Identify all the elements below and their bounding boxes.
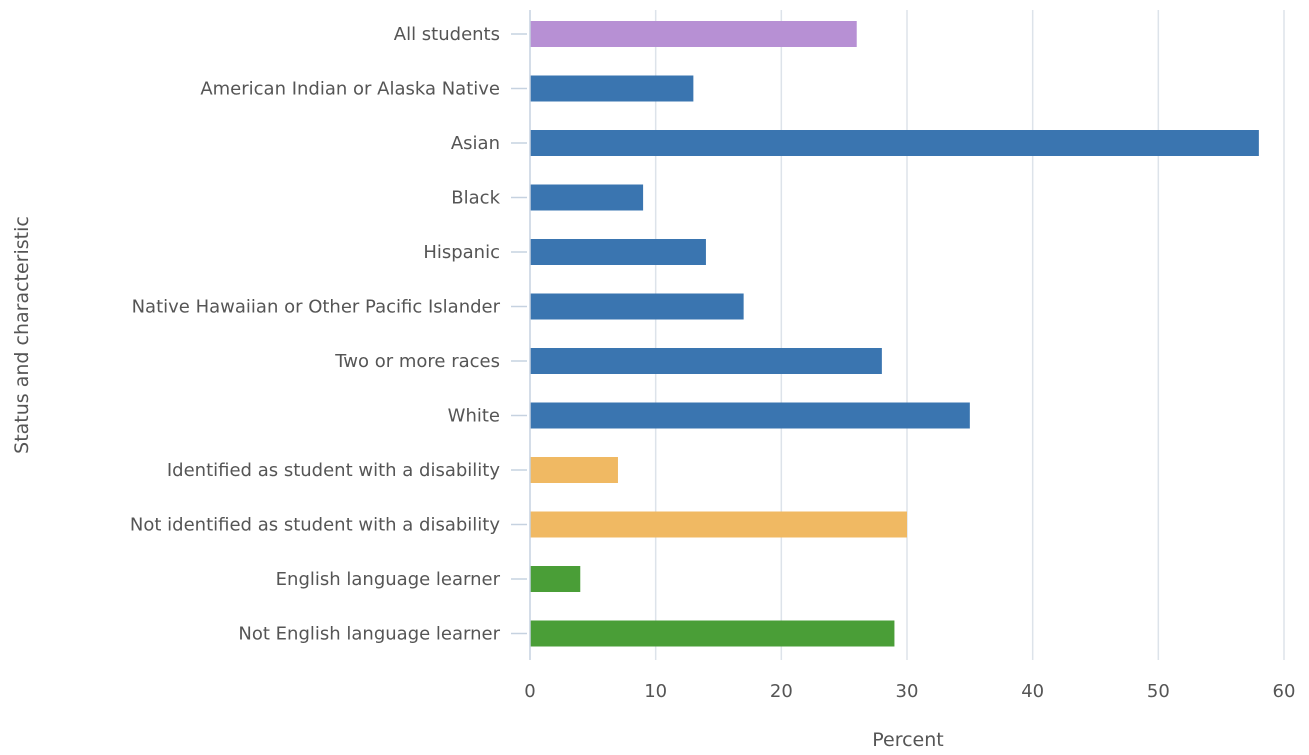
x-tick-label: 10 xyxy=(644,681,667,702)
x-tick-label: 50 xyxy=(1147,681,1170,702)
x-tick-label: 40 xyxy=(1021,681,1044,702)
x-tick-label: 60 xyxy=(1273,681,1296,702)
bar xyxy=(530,184,644,211)
x-tick-label: 0 xyxy=(524,681,535,702)
bar xyxy=(530,566,581,592)
bars xyxy=(530,21,1259,647)
bar xyxy=(530,620,895,647)
y-tick-label: Hispanic xyxy=(423,242,500,263)
bar xyxy=(530,21,857,47)
y-tick-label: Two or more races xyxy=(334,351,500,372)
x-tick-label: 30 xyxy=(896,681,919,702)
y-tick-label: American Indian or Alaska Native xyxy=(200,79,500,100)
gridlines xyxy=(654,10,1285,660)
y-tick-label: Asian xyxy=(451,133,500,154)
y-tick-label: Black xyxy=(451,188,500,209)
bar xyxy=(530,130,1259,156)
axes: 0 10 20 30 40 50 60 All students American Indian… xyxy=(130,10,1296,702)
y-tick-label: English language learner xyxy=(276,569,501,590)
y-tick-label: Identified as student with a disability xyxy=(167,460,500,481)
bar xyxy=(530,293,744,320)
bar xyxy=(530,75,694,102)
x-axis-title: Percent xyxy=(872,729,944,751)
y-tick-label: White xyxy=(448,406,500,427)
y-tick-label: Native Hawaiian or Other Pacific Islande… xyxy=(132,297,501,318)
x-tick-label: 20 xyxy=(770,681,793,702)
y-tick-label: Not identified as student with a disabil… xyxy=(130,515,500,536)
y-tick-label: All students xyxy=(394,24,500,45)
bar xyxy=(530,348,882,374)
y-axis-title: Status and characteristic xyxy=(11,216,33,454)
bar xyxy=(530,457,618,483)
bar xyxy=(530,511,907,538)
bar xyxy=(530,239,706,265)
y-tick-label: Not English language learner xyxy=(238,624,500,645)
bar xyxy=(530,402,970,429)
